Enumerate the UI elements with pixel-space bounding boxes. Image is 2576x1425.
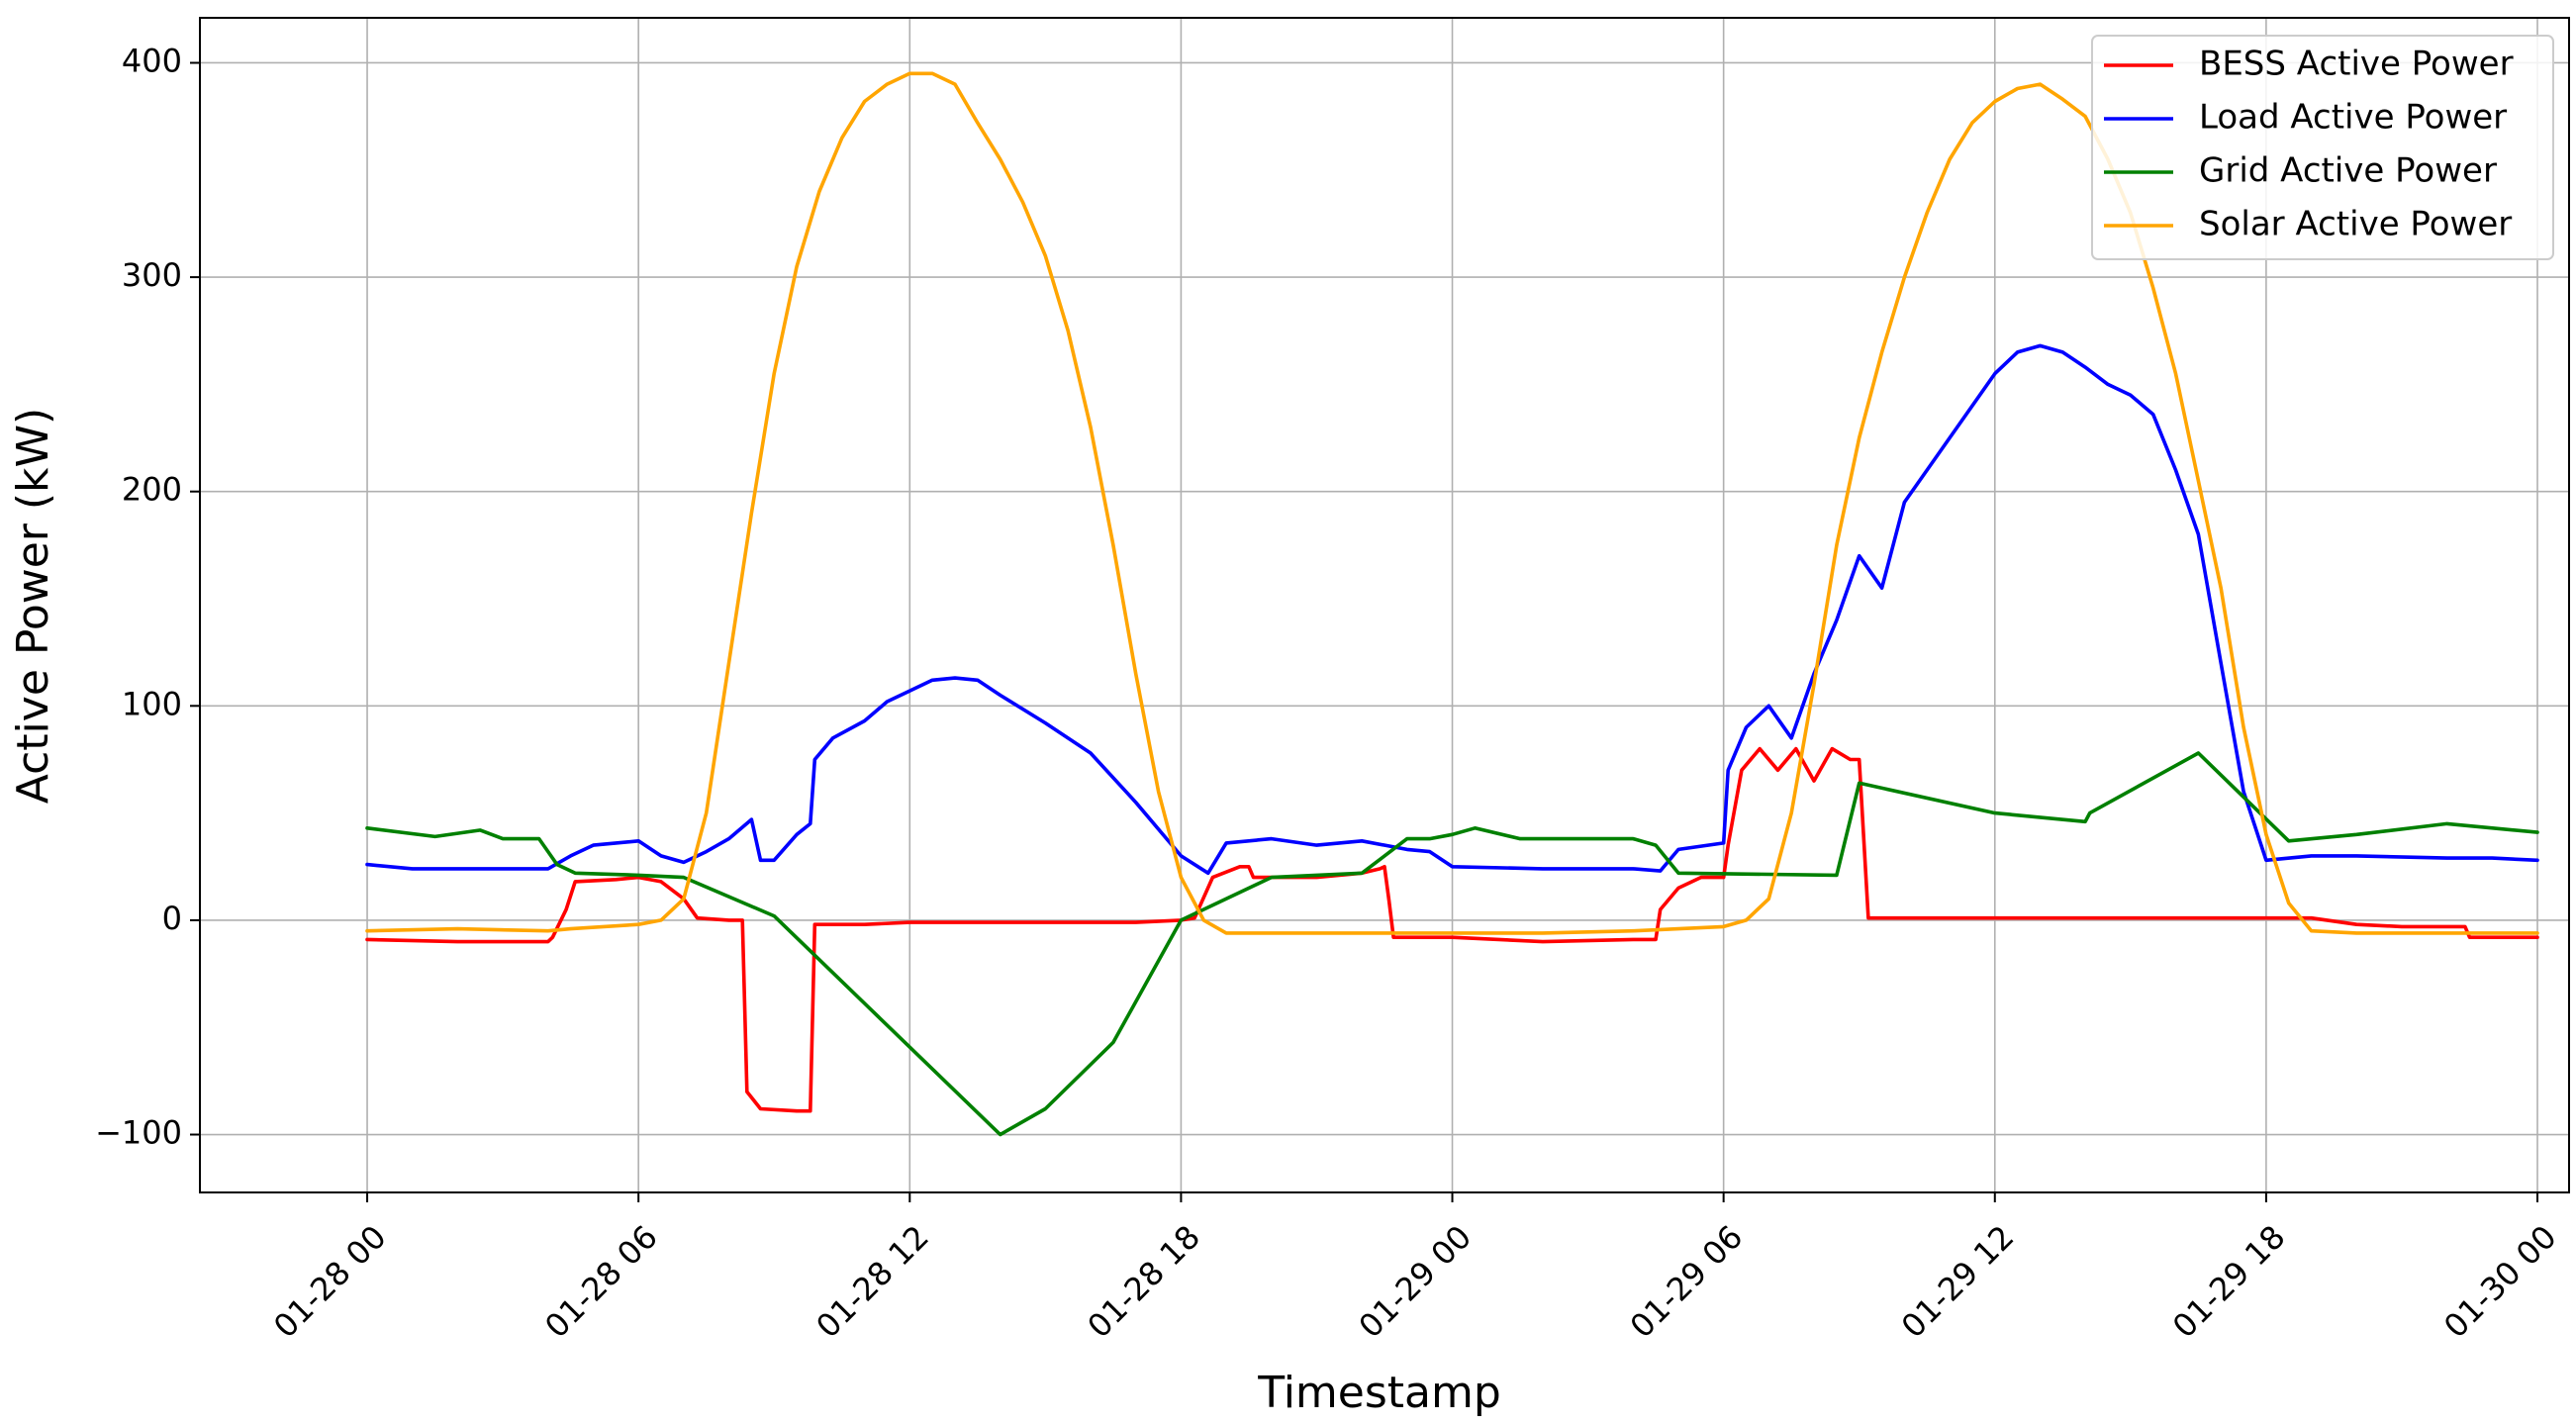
series-line-2 bbox=[365, 343, 2539, 876]
legend-box bbox=[2091, 35, 2554, 260]
y-tick-label: 400 bbox=[122, 42, 182, 79]
y-tick-label: −100 bbox=[95, 1114, 182, 1152]
y-axis-title: Active Power (kW) bbox=[8, 408, 58, 804]
series-line-1 bbox=[365, 746, 2539, 1113]
y-tick-label: 0 bbox=[162, 900, 182, 937]
plot-frame bbox=[199, 17, 2570, 1193]
legend-label: Load Active Power bbox=[2199, 98, 2507, 138]
legend-label: Solar Active Power bbox=[2199, 205, 2512, 244]
y-tick-label: 300 bbox=[122, 256, 182, 294]
legend-label: BESS Active Power bbox=[2199, 45, 2514, 84]
x-axis-title: Timestamp bbox=[1257, 1368, 1501, 1418]
y-tick-label: 100 bbox=[122, 685, 182, 722]
legend: BESS Active Power Load Active Power Grid A… bbox=[2091, 35, 2554, 260]
y-axis-ticks: −100 0 100 200 300 400 bbox=[95, 42, 200, 1152]
series-line-3 bbox=[365, 751, 2539, 1137]
y-tick-label: 200 bbox=[122, 471, 182, 509]
legend-label: Grid Active Power bbox=[2199, 151, 2497, 191]
